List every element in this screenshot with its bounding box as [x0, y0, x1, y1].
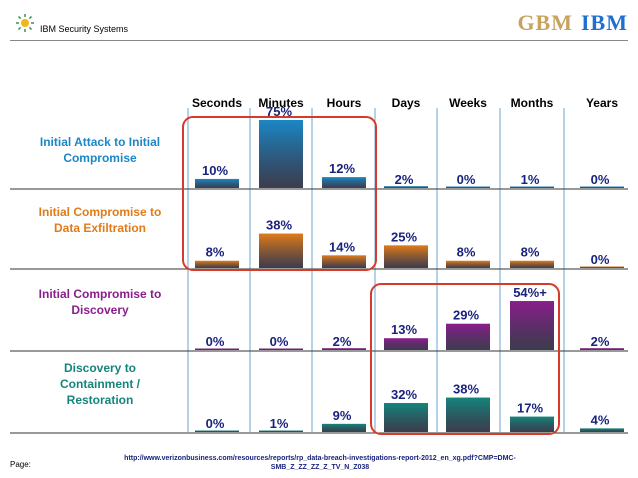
ibm-logo: IBM	[581, 10, 628, 35]
data-label-initial-compromise-to-data-exfiltration-weeks: 8%	[457, 245, 476, 260]
header-title: IBM Security Systems	[40, 24, 129, 34]
bar-discovery-to-containment-restoration-seconds	[195, 430, 239, 432]
bar-initial-compromise-to-data-exfiltration-seconds	[195, 260, 239, 268]
bar-initial-compromise-to-data-exfiltration-days	[384, 245, 428, 268]
row-label-4-line-1: Discovery to	[64, 361, 136, 375]
bar-initial-compromise-to-discovery-seconds	[195, 348, 239, 350]
data-label-initial-compromise-to-discovery-months: 54%+	[513, 285, 547, 300]
data-label-discovery-to-containment-restoration-years: 4%	[591, 412, 610, 427]
column-header-seconds: Seconds	[192, 96, 242, 110]
bar-discovery-to-containment-restoration-hours	[322, 423, 366, 432]
row-label-2-line-1: Initial Compromise to	[39, 205, 162, 219]
bar-discovery-to-containment-restoration-years	[580, 428, 624, 432]
data-label-initial-compromise-to-data-exfiltration-years: 0%	[591, 252, 610, 267]
data-label-initial-compromise-to-data-exfiltration-days: 25%	[391, 229, 417, 244]
bar-initial-attack-to-initial-compromise-days	[384, 186, 428, 188]
column-header-years: Years	[586, 96, 618, 110]
highlight-box-early-stages	[182, 116, 377, 271]
data-label-discovery-to-containment-restoration-minutes: 1%	[270, 416, 289, 431]
data-label-initial-attack-to-initial-compromise-seconds: 10%	[202, 163, 228, 178]
column-header-days: Days	[392, 96, 421, 110]
data-label-initial-attack-to-initial-compromise-months: 1%	[521, 172, 540, 187]
bar-initial-compromise-to-discovery-weeks	[446, 323, 490, 350]
data-label-initial-attack-to-initial-compromise-days: 2%	[395, 172, 414, 187]
bar-initial-compromise-to-discovery-months	[510, 301, 554, 350]
source-url-line-2[interactable]: SMB_Z_ZZ_ZZ_Z_TV_N_Z038	[270, 464, 370, 471]
gbm-logo: GBM	[517, 10, 573, 35]
data-label-initial-compromise-to-data-exfiltration-seconds: 8%	[206, 245, 225, 260]
bar-initial-compromise-to-data-exfiltration-years	[580, 266, 624, 268]
data-label-initial-attack-to-initial-compromise-years: 0%	[591, 172, 610, 187]
row-label-3-line-2: Discovery	[71, 303, 129, 317]
row-label-4-line-3: Restoration	[67, 393, 134, 407]
data-label-initial-attack-to-initial-compromise-minutes: 75%	[266, 104, 292, 119]
data-label-initial-compromise-to-discovery-seconds: 0%	[206, 334, 225, 349]
source-url[interactable]: http://www.verizonbusiness.com/resources…	[80, 454, 560, 472]
bar-initial-attack-to-initial-compromise-seconds	[195, 178, 239, 188]
bar-initial-attack-to-initial-compromise-hours	[322, 177, 366, 188]
data-label-initial-attack-to-initial-compromise-hours: 12%	[329, 161, 355, 176]
bar-discovery-to-containment-restoration-minutes	[259, 430, 303, 432]
page-label: Page:	[10, 460, 31, 469]
bar-discovery-to-containment-restoration-weeks	[446, 397, 490, 432]
data-label-discovery-to-containment-restoration-seconds: 0%	[206, 416, 225, 431]
row-label-1-line-1: Initial Attack to Initial	[40, 135, 160, 149]
row-label-1-line-2: Compromise	[63, 151, 137, 165]
data-label-initial-compromise-to-data-exfiltration-minutes: 38%	[266, 218, 292, 233]
breach-timeline-chart: Seconds Minutes Hours Days Weeks Months Years I…	[10, 96, 628, 435]
data-label-initial-compromise-to-data-exfiltration-hours: 14%	[329, 239, 355, 254]
column-header-minutes: Minutes	[258, 96, 304, 110]
source-url-line-1[interactable]: http://www.verizonbusiness.com/resources…	[124, 455, 516, 462]
data-label-discovery-to-containment-restoration-weeks: 38%	[453, 382, 479, 397]
bar-initial-compromise-to-data-exfiltration-hours	[322, 255, 366, 268]
brand-logos: GBM IBM	[517, 10, 628, 36]
bar-initial-compromise-to-discovery-hours	[322, 348, 366, 350]
ibm-security-logo-icon	[16, 14, 34, 32]
bar-initial-attack-to-initial-compromise-minutes	[259, 120, 303, 188]
data-label-discovery-to-containment-restoration-hours: 9%	[333, 408, 352, 423]
row-label-4-line-2: Containment /	[60, 377, 141, 391]
header: IBM Security Systems GBM IBM	[0, 0, 638, 41]
data-label-initial-compromise-to-discovery-hours: 2%	[333, 334, 352, 349]
data-label-initial-compromise-to-data-exfiltration-months: 8%	[521, 245, 540, 260]
data-label-discovery-to-containment-restoration-days: 32%	[391, 387, 417, 402]
column-header-months: Months	[511, 96, 554, 110]
column-header-hours: Hours	[327, 96, 362, 110]
bar-initial-attack-to-initial-compromise-months	[510, 186, 554, 188]
row-label-2-line-2: Data Exfiltration	[54, 221, 146, 235]
row-label-3-line-1: Initial Compromise to	[39, 287, 162, 301]
bar-initial-compromise-to-data-exfiltration-minutes	[259, 233, 303, 268]
data-label-initial-compromise-to-discovery-weeks: 29%	[453, 308, 479, 323]
bar-initial-compromise-to-discovery-days	[384, 338, 428, 350]
bar-discovery-to-containment-restoration-months	[510, 416, 554, 432]
header-divider	[10, 40, 628, 41]
bar-initial-compromise-to-data-exfiltration-months	[510, 260, 554, 268]
data-label-initial-compromise-to-discovery-years: 2%	[591, 334, 610, 349]
bar-initial-attack-to-initial-compromise-years	[580, 186, 624, 188]
data-label-initial-compromise-to-discovery-minutes: 0%	[270, 334, 289, 349]
data-label-initial-compromise-to-discovery-days: 13%	[391, 322, 417, 337]
bar-initial-compromise-to-discovery-minutes	[259, 348, 303, 350]
data-label-initial-attack-to-initial-compromise-weeks: 0%	[457, 172, 476, 187]
bar-discovery-to-containment-restoration-days	[384, 402, 428, 432]
column-header-weeks: Weeks	[449, 96, 487, 110]
highlight-box-late-stages	[370, 283, 560, 435]
bar-initial-compromise-to-discovery-years	[580, 348, 624, 350]
data-label-discovery-to-containment-restoration-months: 17%	[517, 401, 543, 416]
bar-initial-attack-to-initial-compromise-weeks	[446, 186, 490, 188]
bar-initial-compromise-to-data-exfiltration-weeks	[446, 260, 490, 268]
